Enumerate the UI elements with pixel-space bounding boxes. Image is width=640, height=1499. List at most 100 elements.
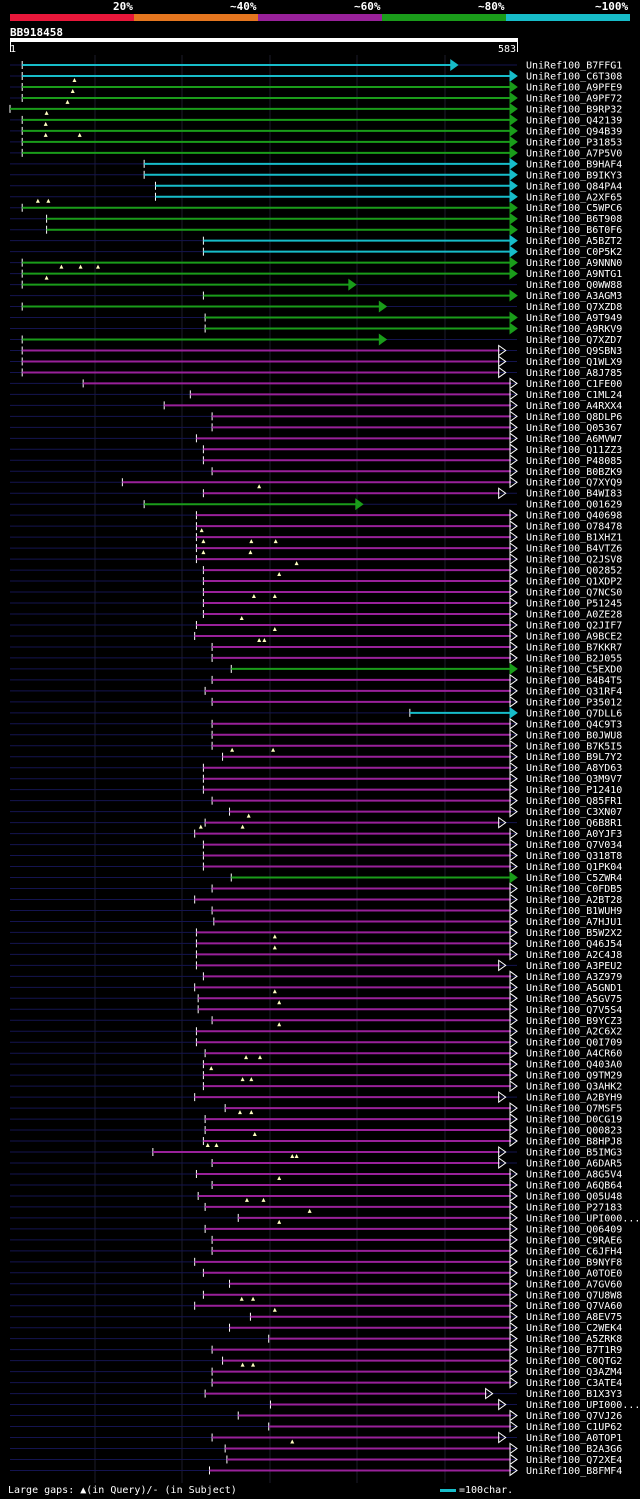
hit-row[interactable]: UniRef100_C1UP62: [10, 1420, 622, 1434]
hit-row[interactable]: UniRef100_B2J055: [10, 651, 622, 665]
hit-row[interactable]: UniRef100_B9YCZ3: [10, 1014, 622, 1027]
hit-row[interactable]: UniRef100_B8FMF4: [10, 1464, 622, 1477]
hit-row[interactable]: UniRef100_P12410: [10, 783, 622, 797]
hit-row[interactable]: UniRef100_B9NYF8: [10, 1255, 622, 1269]
hit-label[interactable]: UniRef100_C9RAE6: [526, 1235, 622, 1246]
hit-label[interactable]: UniRef100_A0TOP1: [526, 1433, 622, 1444]
hit-label[interactable]: UniRef100_Q1XDP2: [526, 577, 622, 588]
hit-row[interactable]: UniRef100_Q3AZM4: [10, 1362, 622, 1379]
hit-label[interactable]: UniRef100_P27183: [526, 1202, 622, 1213]
hit-row[interactable]: UniRef100_A3PEU2: [10, 959, 622, 972]
hit-label[interactable]: UniRef100_B7K5I5: [526, 741, 622, 752]
hit-label[interactable]: UniRef100_A3AGM3: [526, 291, 622, 302]
hit-label[interactable]: UniRef100_Q8DLP6: [526, 412, 622, 423]
hit-row[interactable]: UniRef100_A9PF72: [10, 88, 622, 105]
hit-row[interactable]: UniRef100_Q94B39: [10, 121, 622, 138]
hit-row[interactable]: UniRef100_C2WEK4: [10, 1321, 622, 1335]
hit-label[interactable]: UniRef100_Q85FR1: [526, 796, 622, 807]
hit-label[interactable]: UniRef100_C5EXD0: [526, 664, 622, 675]
hit-row[interactable]: UniRef100_Q6B8R1: [10, 813, 622, 830]
hit-label[interactable]: UniRef100_A8EV75: [526, 1312, 622, 1323]
hit-row[interactable]: UniRef100_Q2JIF7: [10, 615, 622, 632]
hit-label[interactable]: UniRef100_B7FFG1: [526, 61, 622, 72]
hit-label[interactable]: UniRef100_B2A3G6: [526, 1444, 622, 1455]
hit-row[interactable]: UniRef100_C3ATE4: [10, 1376, 622, 1390]
hit-label[interactable]: UniRef100_Q3AHK2: [526, 1082, 622, 1093]
hit-row[interactable]: UniRef100_C0FDB5: [10, 882, 622, 896]
hit-row[interactable]: UniRef100_C5EXD0: [10, 662, 622, 676]
hit-row[interactable]: UniRef100_A4CR60: [10, 1047, 622, 1060]
hit-label[interactable]: UniRef100_C3XN07: [526, 807, 622, 818]
hit-label[interactable]: UniRef100_Q4C9T3: [526, 719, 622, 730]
hit-label[interactable]: UniRef100_A3Z979: [526, 972, 622, 983]
hit-row[interactable]: UniRef100_B0JWU8: [10, 728, 622, 742]
hit-label[interactable]: UniRef100_A9NTG1: [526, 269, 622, 280]
hit-row[interactable]: UniRef100_Q05U48: [10, 1189, 622, 1203]
hit-label[interactable]: UniRef100_O78478: [526, 522, 622, 533]
hit-row[interactable]: UniRef100_A6MVW7: [10, 432, 622, 445]
hit-label[interactable]: UniRef100_P35012: [526, 697, 622, 708]
hit-row[interactable]: UniRef100_A4RXX4: [10, 399, 622, 412]
hit-label[interactable]: UniRef100_C1UP62: [526, 1422, 622, 1433]
hit-row[interactable]: UniRef100_Q11ZZ3: [10, 443, 622, 456]
hit-label[interactable]: UniRef100_Q7VJ26: [526, 1411, 622, 1422]
hit-label[interactable]: UniRef100_B9L7Y2: [526, 752, 622, 763]
hit-row[interactable]: UniRef100_P35012: [10, 695, 622, 709]
hit-label[interactable]: UniRef100_A5BZT2: [526, 236, 622, 247]
hit-label[interactable]: UniRef100_A5GND1: [526, 983, 622, 994]
hit-label[interactable]: UniRef100_A9RKV9: [526, 324, 622, 335]
hit-label[interactable]: UniRef100_B8FMF4: [526, 1466, 622, 1477]
hit-label[interactable]: UniRef100_Q11ZZ3: [526, 445, 622, 456]
hit-row[interactable]: UniRef100_A8EV75: [10, 1307, 622, 1324]
hit-label[interactable]: UniRef100_A9PFE9: [526, 82, 622, 93]
hit-row[interactable]: UniRef100_Q0WW88: [10, 275, 622, 292]
hit-label[interactable]: UniRef100_A7HJU1: [526, 917, 622, 928]
hit-row[interactable]: UniRef100_C5ZWR4: [10, 871, 622, 885]
hit-label[interactable]: UniRef100_Q42139: [526, 115, 622, 126]
hit-label[interactable]: UniRef100_B1XHZ1: [526, 533, 622, 544]
hit-row[interactable]: UniRef100_B4WI83: [10, 484, 622, 500]
hit-label[interactable]: UniRef100_Q3M9V7: [526, 774, 622, 785]
hit-label[interactable]: UniRef100_P31853: [526, 137, 622, 148]
hit-label[interactable]: UniRef100_C6T308: [526, 71, 622, 82]
hit-label[interactable]: UniRef100_C0FDB5: [526, 884, 622, 895]
hit-row[interactable]: UniRef100_A9PFE9: [10, 77, 622, 94]
hit-row[interactable]: UniRef100_A9BCE2: [10, 626, 622, 643]
hit-label[interactable]: UniRef100_C5ZWR4: [526, 873, 622, 884]
hit-label[interactable]: UniRef100_Q02852: [526, 566, 622, 577]
hit-row[interactable]: UniRef100_A5ZRK8: [10, 1332, 622, 1346]
hit-row[interactable]: UniRef100_A2BYH9: [10, 1091, 622, 1104]
hit-label[interactable]: UniRef100_Q7XZD7: [526, 335, 622, 346]
hit-label[interactable]: UniRef100_Q7VA60: [526, 1301, 622, 1312]
hit-row[interactable]: UniRef100_A8J785: [10, 366, 622, 379]
hit-row[interactable]: UniRef100_A7HJU1: [10, 915, 622, 928]
hit-label[interactable]: UniRef100_UPI000...: [526, 1213, 640, 1224]
hit-row[interactable]: UniRef100_Q46J54: [10, 934, 622, 950]
hit-row[interactable]: UniRef100_B7FFG1: [10, 59, 622, 72]
hit-row[interactable]: UniRef100_A6DAR5: [10, 1154, 622, 1170]
hit-row[interactable]: UniRef100_B8HPJ8: [10, 1132, 622, 1148]
hit-label[interactable]: UniRef100_C2WEK4: [526, 1323, 622, 1334]
hit-label[interactable]: UniRef100_Q31RF4: [526, 686, 622, 697]
hit-label[interactable]: UniRef100_A2C4J8: [526, 950, 622, 961]
hit-row[interactable]: UniRef100_O78478: [10, 520, 622, 533]
hit-row[interactable]: UniRef100_Q31RF4: [10, 684, 622, 698]
hit-label[interactable]: UniRef100_A2BYH9: [526, 1093, 622, 1104]
hit-label[interactable]: UniRef100_A6MVW7: [526, 434, 622, 445]
hit-row[interactable]: UniRef100_B5W2X2: [10, 926, 622, 939]
hit-label[interactable]: UniRef100_Q7U8W8: [526, 1290, 622, 1301]
hit-row[interactable]: UniRef100_Q84PA4: [10, 179, 622, 193]
hit-row[interactable]: UniRef100_Q02852: [10, 561, 622, 577]
hit-label[interactable]: UniRef100_Q7XYQ9: [526, 478, 622, 489]
hit-label[interactable]: UniRef100_A2C6X2: [526, 1027, 622, 1038]
hit-row[interactable]: UniRef100_A7GV60: [10, 1277, 622, 1291]
hit-label[interactable]: UniRef100_Q05367: [526, 423, 622, 434]
hit-row[interactable]: UniRef100_Q06409: [10, 1219, 622, 1236]
hit-label[interactable]: UniRef100_B4VTZ6: [526, 544, 622, 555]
hit-row[interactable]: UniRef100_B9HAF4: [10, 157, 622, 171]
hit-row[interactable]: UniRef100_Q00823: [10, 1124, 622, 1137]
hit-row[interactable]: UniRef100_Q72XE4: [10, 1453, 622, 1466]
hit-label[interactable]: UniRef100_C1FE00: [526, 379, 622, 390]
hit-label[interactable]: UniRef100_Q7MSF5: [526, 1104, 622, 1115]
hit-row[interactable]: UniRef100_UPI000...: [10, 1398, 640, 1412]
